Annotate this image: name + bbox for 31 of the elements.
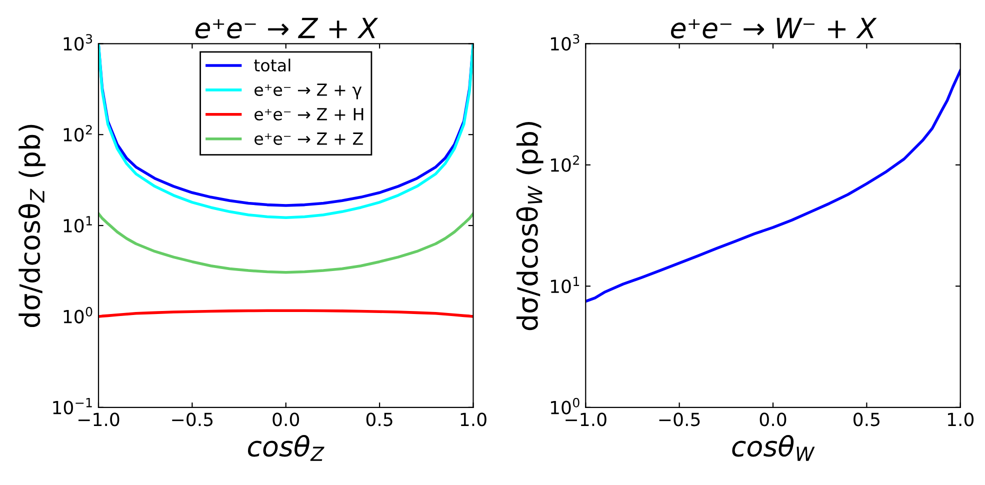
y-tick-label: 10$^{−1}$ <box>53 398 92 414</box>
x-tick-label: 1.0 <box>948 412 974 426</box>
x-tick-label: −1.0 <box>78 412 120 426</box>
legend-label: e⁺e⁻ → Z + γ <box>254 84 362 100</box>
x-tick-label: 0.0 <box>272 412 300 426</box>
x-tick-label: −0.5 <box>172 412 213 426</box>
legend-label: total <box>254 58 290 72</box>
y-tick-label: 10$^{2}$ <box>64 125 92 142</box>
chart-title: e⁺e⁻ → Z + X <box>195 18 378 38</box>
y-axis-title: dσ/dcosθ$_{Z}$ (pb) <box>18 124 46 328</box>
y-tick-label: 10$^{0}$ <box>550 398 580 414</box>
chart-title: e⁺e⁻ → W⁻ + X <box>671 18 877 38</box>
y-tick-label: 10$^{3}$ <box>550 34 580 51</box>
y-tick-label: 10$^{1}$ <box>550 276 580 294</box>
x-axis-title: cosθ$_{Z}$ <box>248 435 324 461</box>
line-series <box>586 69 960 303</box>
legend-label: e⁺e⁻ → Z + Z <box>254 132 363 145</box>
x-tick-label: −1.0 <box>566 412 606 426</box>
legend-label: e⁺e⁻ → Z + H <box>254 108 364 120</box>
y-tick-label: 10$^{3}$ <box>64 34 92 51</box>
y-tick-label: 10$^{2}$ <box>550 155 579 172</box>
x-tick-label: 1.0 <box>460 412 486 426</box>
x-tick-label: 0.5 <box>366 412 392 426</box>
x-tick-label: −0.5 <box>659 412 700 426</box>
x-tick-label: 0.0 <box>760 412 786 426</box>
y-axis-title: dσ/dcosθ$_{W}$ (pb) <box>516 122 544 330</box>
line-series <box>98 212 474 274</box>
x-axis-title: cosθ$_{W}$ <box>732 435 815 461</box>
y-tick-label: 10$^{1}$ <box>64 216 92 233</box>
y-tick-label: 10$^{0}$ <box>64 306 92 324</box>
x-tick-label: 0.5 <box>854 412 880 426</box>
